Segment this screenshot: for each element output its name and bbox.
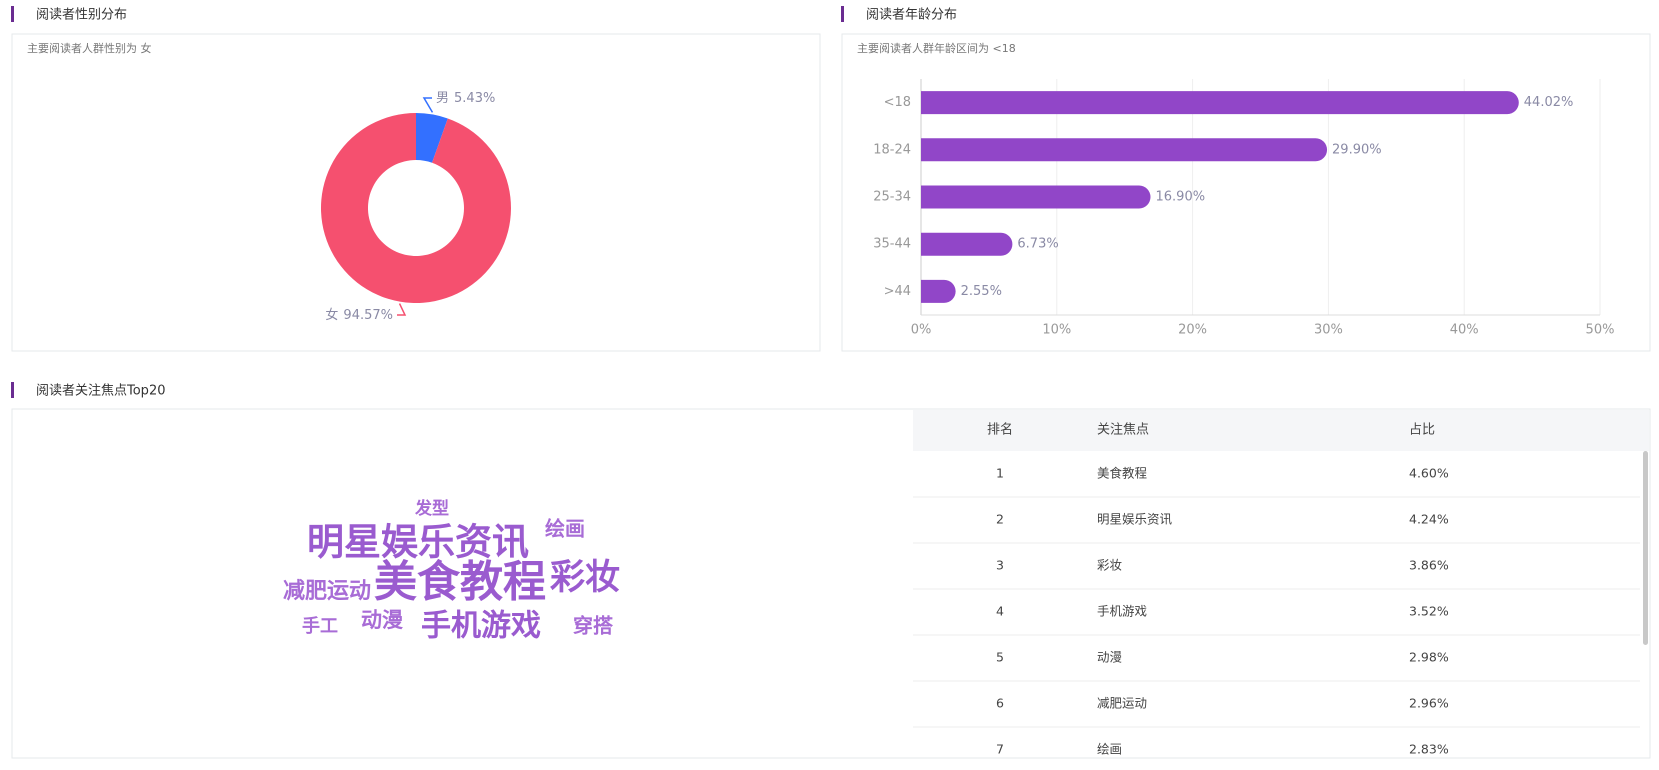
x-tick-label: 30% <box>1314 323 1343 338</box>
y-tick-label: 25-34 <box>873 190 911 205</box>
table-cell: 减肥运动 <box>1097 696 1147 711</box>
pie-label: 女 94.57% <box>325 307 393 323</box>
table-cell: 1 <box>996 466 1004 481</box>
table-cell: 2 <box>996 512 1004 527</box>
y-tick-label: 18-24 <box>873 142 911 157</box>
pie-label: 男 5.43% <box>436 91 495 106</box>
table-cell: 彩妆 <box>1097 558 1122 573</box>
table-cell: 手机游戏 <box>1097 604 1147 619</box>
bar <box>921 232 1013 256</box>
panel-title: 阅读者性别分布 <box>36 8 127 23</box>
table-header-cell: 关注焦点 <box>1097 423 1149 438</box>
word: 手机游戏 <box>421 609 541 644</box>
table-header-cell: 占比 <box>1409 423 1435 438</box>
pie-label-category: 女 <box>325 307 338 323</box>
x-tick-label: 20% <box>1178 323 1207 338</box>
table-cell: 6 <box>996 696 1004 711</box>
table-cell: 5 <box>996 650 1004 665</box>
table-cell: 明星娱乐资讯 <box>1097 512 1173 527</box>
y-tick-label: >44 <box>884 284 911 299</box>
panel-subtitle: 主要阅读者人群性别为 女 <box>27 41 152 55</box>
bar-value-label: 16.90% <box>1156 190 1206 205</box>
word: 彩妆 <box>550 558 620 598</box>
table-cell: 4.60% <box>1409 466 1449 481</box>
panel-title: 阅读者年龄分布 <box>866 8 957 23</box>
table-cell: 4.24% <box>1409 512 1449 527</box>
bar <box>921 91 1519 115</box>
y-tick-label: <18 <box>884 95 911 110</box>
word: 减肥运动 <box>283 578 371 604</box>
word: 绘画 <box>545 517 585 541</box>
title-marker <box>11 382 14 398</box>
table-header-cell: 排名 <box>987 422 1013 438</box>
table-cell: 3.52% <box>1409 604 1449 619</box>
table-cell: 美食教程 <box>1097 466 1148 481</box>
word: 穿搭 <box>573 614 614 638</box>
panel-subtitle: 主要阅读者人群年龄区间为 <18 <box>857 41 1016 55</box>
bar-value-label: 2.55% <box>961 284 1002 299</box>
bar-value-label: 29.90% <box>1332 142 1382 157</box>
pie-slice <box>320 113 511 303</box>
bar <box>921 185 1151 209</box>
pie-label-category: 男 <box>436 91 449 106</box>
word: 明星娱乐资讯 <box>307 521 529 564</box>
table-cell: 2.98% <box>1409 650 1449 665</box>
bar <box>921 138 1328 162</box>
x-tick-label: 10% <box>1042 323 1071 338</box>
table-cell: 3.86% <box>1409 558 1449 573</box>
panel-title: 阅读者关注焦点Top20 <box>36 384 165 399</box>
x-tick-label: 0% <box>911 323 932 338</box>
pie-slice <box>416 113 448 163</box>
title-marker <box>11 6 14 22</box>
bar-value-label: 44.02% <box>1524 95 1574 110</box>
word: 手工 <box>302 615 338 637</box>
table-header <box>913 410 1649 451</box>
bar-value-label: 6.73% <box>1017 237 1058 252</box>
word: 美食教程 <box>374 558 546 608</box>
table-cell: 2.96% <box>1409 696 1449 711</box>
table-cell: 绘画 <box>1097 742 1122 757</box>
panel <box>11 33 821 352</box>
table-cell: 动漫 <box>1097 650 1122 665</box>
y-tick-label: 35-44 <box>873 237 911 252</box>
table-cell: 4 <box>996 604 1004 619</box>
leader-line <box>397 303 407 316</box>
pie-label-value: 5.43% <box>454 91 495 106</box>
pie-label-value: 94.57% <box>343 308 393 323</box>
title-marker <box>841 6 844 22</box>
x-tick-label: 50% <box>1586 323 1615 338</box>
panel <box>11 408 1651 759</box>
leader-line <box>422 97 434 113</box>
table-cell: 3 <box>996 558 1004 573</box>
table-body: 1 美食教程 4.60% 2 明星娱乐资讯 4.24% 3 彩妆 3.86% 4 手机游戏 3.52%… <box>913 466 1640 757</box>
table-cell: 2.83% <box>1409 742 1449 757</box>
word: 动漫 <box>361 608 403 632</box>
table-cell: 7 <box>996 742 1004 757</box>
scrollbar <box>1643 451 1648 645</box>
bar <box>921 279 956 303</box>
word: 发型 <box>414 498 449 519</box>
x-tick-label: 40% <box>1450 323 1479 338</box>
